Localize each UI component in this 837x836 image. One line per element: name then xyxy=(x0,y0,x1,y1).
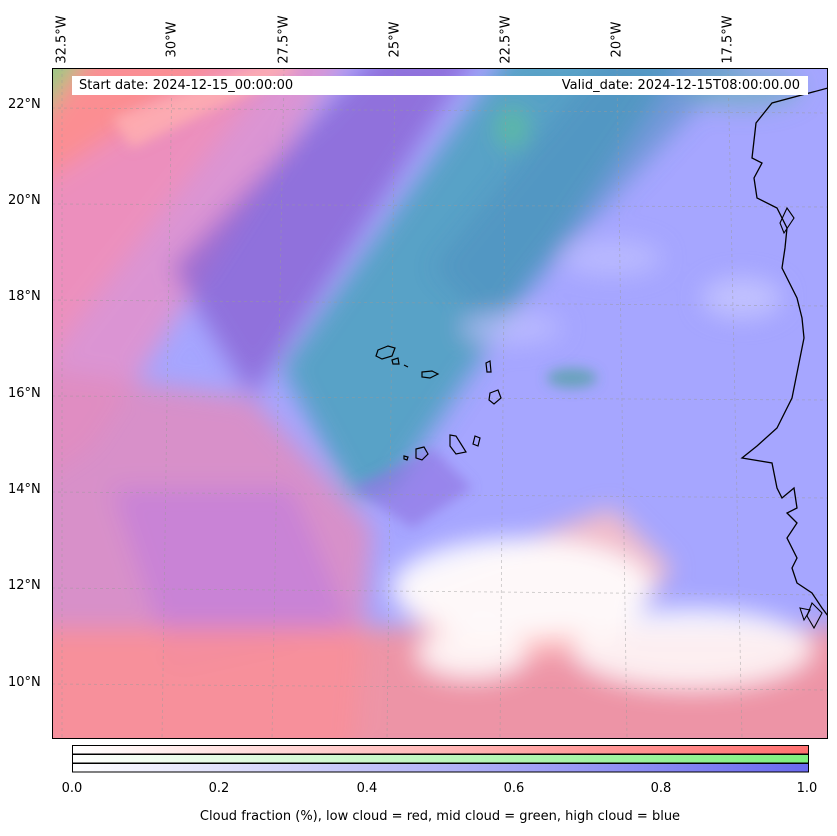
colorbar-high-cloud xyxy=(72,763,809,773)
lat-label-12n: 12°N xyxy=(8,578,41,593)
lat-label-10n: 10°N xyxy=(8,675,41,690)
date-info-bar: Start date: 2024-12-15_00:00:00 Valid_da… xyxy=(72,76,808,95)
start-date: Start date: 2024-12-15_00:00:00 xyxy=(79,78,294,93)
colorbar-tick-2: 0.4 xyxy=(356,781,378,796)
cloud-fraction-map xyxy=(52,68,828,739)
cape-verde-islands xyxy=(375,345,502,461)
colorbar-low-cloud xyxy=(72,745,809,755)
lat-label-14n: 14°N xyxy=(8,482,41,497)
lon-label-17-5w: 17.5°W xyxy=(720,15,736,64)
lon-label-22-5w: 22.5°W xyxy=(498,15,514,64)
graticule xyxy=(52,68,828,739)
valid-date: Valid_date: 2024-12-15T08:00:00.00 xyxy=(561,78,800,93)
lat-label-20n: 20°N xyxy=(8,193,41,208)
colorbar-tick-1: 0.2 xyxy=(208,781,230,796)
colorbar-tick-3: 0.6 xyxy=(503,781,525,796)
colorbar-tick-4: 0.8 xyxy=(650,781,672,796)
lon-label-20w: 20°W xyxy=(609,21,625,58)
lon-label-25w: 25°W xyxy=(387,21,403,58)
colorbar-tick-5: 1.0 xyxy=(796,781,818,796)
lon-label-30w: 30°W xyxy=(164,21,180,58)
colorbar xyxy=(72,745,809,773)
lat-label-18n: 18°N xyxy=(8,289,41,304)
coastline-africa xyxy=(740,87,828,617)
lat-label-16n: 16°N xyxy=(8,386,41,401)
colorbar-tick-0: 0.0 xyxy=(61,781,83,796)
lon-label-32-5w: 32.5°W xyxy=(54,15,70,64)
colorbar-label: Cloud fraction (%), low cloud = red, mid… xyxy=(199,809,681,824)
colorbar-mid-cloud xyxy=(72,754,809,764)
lat-label-22n: 22°N xyxy=(8,97,41,112)
map-frame xyxy=(52,68,828,739)
lon-label-27-5w: 27.5°W xyxy=(276,15,292,64)
island-santo-antao xyxy=(375,345,396,360)
